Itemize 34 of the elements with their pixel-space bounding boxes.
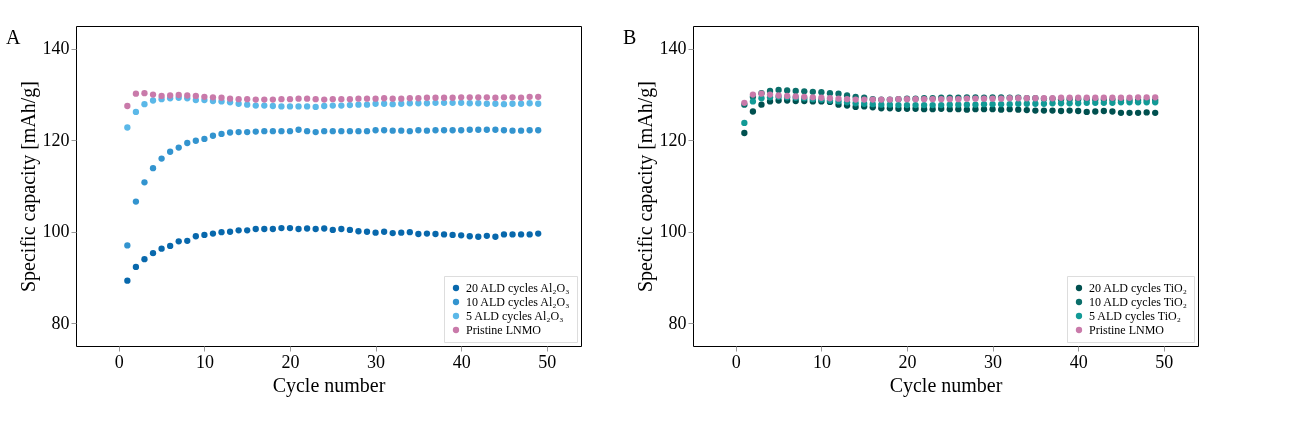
y-tick-label: 120 <box>659 129 687 150</box>
y-tick-label: 80 <box>668 312 687 333</box>
y-tick-label: 100 <box>42 221 70 242</box>
y-tick-label: 100 <box>659 221 687 242</box>
x-axis-title: Cycle number <box>272 373 386 397</box>
x-tick-label: 50 <box>1155 351 1174 372</box>
y-tick-label: 120 <box>42 129 70 150</box>
x-tick-label: 30 <box>367 351 386 372</box>
legend-label: 10 ALD cycles TiO₂ <box>1089 295 1187 309</box>
y-tick-label: 80 <box>51 312 70 333</box>
y-tick-label: 140 <box>42 38 70 59</box>
legend-label: 5 ALD cycles Al₂O₃ <box>466 309 564 323</box>
y-axis-title: Specific capacity [mAh/g] <box>16 80 40 293</box>
x-tick-label: 0 <box>114 351 124 372</box>
legend-label: 20 ALD cycles TiO₂ <box>1089 281 1187 295</box>
x-tick-label: 10 <box>195 351 214 372</box>
x-tick-label: 20 <box>898 351 917 372</box>
x-tick-label: 30 <box>984 351 1003 372</box>
legend-label: Pristine LNMO <box>466 323 542 337</box>
x-tick-label: 50 <box>538 351 557 372</box>
x-axis-title: Cycle number <box>889 373 1003 397</box>
x-tick-label: 40 <box>452 351 471 372</box>
chart-title: B <box>623 26 637 48</box>
legend-label: 20 ALD cycles Al₂O₃ <box>466 281 570 295</box>
legend-label: Pristine LNMO <box>1089 323 1165 337</box>
x-tick-label: 40 <box>1069 351 1088 372</box>
y-tick-label: 140 <box>659 38 687 59</box>
y-axis-title: Specific capacity [mAh/g] <box>633 80 657 293</box>
x-tick-label: 10 <box>812 351 831 372</box>
chart-title: A <box>6 26 21 48</box>
legend-label: 10 ALD cycles Al₂O₃ <box>466 295 570 309</box>
x-tick-label: 20 <box>281 351 300 372</box>
legend-label: 5 ALD cycles TiO₂ <box>1089 309 1181 323</box>
x-tick-label: 0 <box>731 351 741 372</box>
